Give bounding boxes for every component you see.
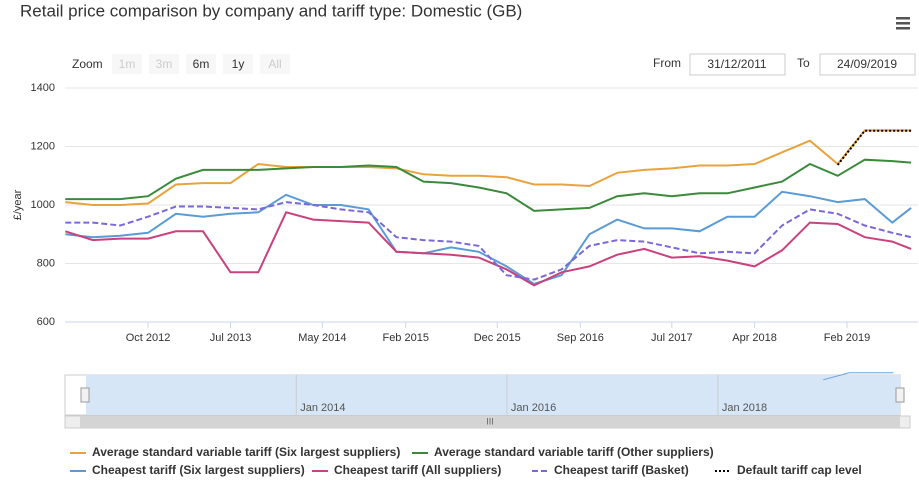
x-tick-label: Feb 2019: [824, 332, 870, 344]
zoom-button[interactable]: [223, 54, 253, 74]
series-line: [65, 201, 912, 281]
series-line: [65, 158, 912, 212]
legend-label[interactable]: Average standard variable tariff (Six la…: [92, 445, 400, 459]
navigator-tick-label: Jan 2014: [300, 402, 345, 414]
y-axis-label: £/year: [12, 189, 24, 220]
y-tick-label: 800: [37, 257, 55, 269]
y-tick-label: 600: [37, 316, 55, 328]
x-tick-label: Apr 2018: [732, 332, 777, 344]
x-tick-label: May 2014: [298, 332, 346, 344]
zoom-button[interactable]: [260, 54, 290, 74]
legend-label[interactable]: Cheapest tariff (Basket): [554, 463, 689, 477]
chart-title: Retail price comparison by company and t…: [20, 1, 522, 20]
zoom-button[interactable]: [149, 54, 179, 74]
navigator-handle[interactable]: [895, 387, 905, 403]
menu-bar: [896, 22, 910, 25]
series-line: [836, 129, 912, 166]
menu-bar: [896, 17, 910, 20]
zoom-button-label: 1m: [119, 57, 136, 71]
zoom-button-label: All: [268, 57, 281, 71]
zoom-button-label: 3m: [156, 57, 173, 71]
to-value: 24/09/2019: [837, 57, 897, 71]
zoom-button[interactable]: [112, 54, 142, 74]
series-line: [65, 190, 912, 286]
legend-label[interactable]: Default tariff cap level: [737, 463, 862, 477]
zoom-button-label: 1y: [232, 57, 245, 71]
from-input[interactable]: [689, 53, 786, 76]
to-label: To: [797, 56, 810, 70]
y-tick-label: 1000: [31, 199, 55, 211]
x-tick-label: Dec 2015: [474, 332, 521, 344]
x-tick-label: Feb 2015: [382, 332, 428, 344]
legend-label[interactable]: Cheapest tariff (Six largest suppliers): [92, 463, 305, 477]
menu-icon[interactable]: [896, 17, 910, 30]
series-line: [64, 211, 912, 287]
y-tick-label: 1200: [31, 140, 55, 152]
y-tick-label: 1400: [31, 82, 55, 94]
legend-label[interactable]: Cheapest tariff (All suppliers): [334, 463, 501, 477]
from-value: 31/12/2011: [707, 57, 766, 71]
scrollbar-grip: III: [486, 416, 494, 426]
zoom-button[interactable]: [186, 54, 216, 74]
x-tick-label: Oct 2012: [126, 332, 171, 344]
navigator-tick-label: Jan 2018: [722, 402, 767, 414]
navigator-tick-label: Jan 2016: [511, 402, 556, 414]
navigator-handle[interactable]: [80, 387, 90, 403]
x-tick-label: Jul 2017: [651, 332, 693, 344]
to-input[interactable]: [819, 53, 916, 76]
zoom-label: Zoom: [72, 57, 103, 71]
x-tick-label: Jul 2013: [210, 332, 252, 344]
menu-bar: [896, 27, 910, 30]
legend-label[interactable]: Average standard variable tariff (Other …: [434, 445, 714, 459]
navigator-mask[interactable]: [86, 375, 900, 415]
x-tick-label: Sep 2016: [557, 332, 604, 344]
navigator-line: [823, 372, 894, 381]
series-line: [65, 129, 912, 206]
scrollbar-thumb[interactable]: [80, 416, 900, 428]
zoom-button-label: 6m: [193, 57, 210, 71]
from-label: From: [653, 56, 681, 70]
